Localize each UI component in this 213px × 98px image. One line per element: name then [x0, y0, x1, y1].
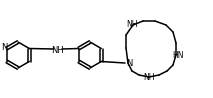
Text: HN: HN [172, 50, 184, 59]
Text: N: N [126, 59, 132, 68]
Text: NH: NH [126, 20, 138, 29]
Text: NH: NH [143, 74, 155, 83]
Text: NH: NH [52, 45, 64, 54]
Text: N: N [1, 43, 8, 52]
